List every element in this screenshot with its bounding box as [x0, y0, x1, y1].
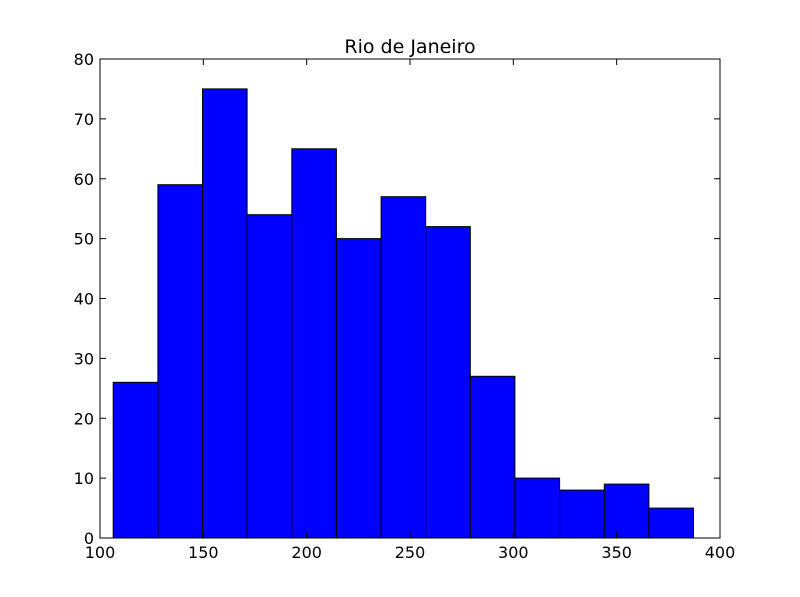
histogram-bar-12	[648, 507, 695, 539]
y-tick-label: 80	[74, 50, 94, 69]
histogram-bar-5	[335, 238, 382, 539]
x-tick-label: 400	[705, 543, 736, 562]
histogram-bar-0	[112, 381, 159, 539]
y-tick-label: 60	[74, 170, 94, 189]
histogram-bar-2	[202, 88, 248, 539]
x-tick-label: 300	[498, 543, 529, 562]
histogram-bar-11	[603, 483, 650, 539]
x-tick-label: 100	[85, 543, 116, 562]
plot-frame	[99, 58, 721, 539]
histogram-bar-3	[246, 214, 293, 539]
histogram-bar-4	[291, 148, 337, 539]
y-tick-label: 50	[74, 230, 94, 249]
histogram-bar-6	[380, 196, 427, 539]
histogram-bar-7	[425, 226, 471, 539]
y-tick-label: 0	[84, 529, 94, 548]
x-tick-label: 200	[291, 543, 322, 562]
x-tick-label: 350	[601, 543, 632, 562]
histogram-bar-9	[514, 477, 561, 539]
ticks-group: 100 150 200 250 300 350 400 0 10 20 30 40 50 60 70 80	[74, 50, 736, 562]
x-tick-label: 250	[395, 543, 426, 562]
y-tick-label: 10	[74, 469, 94, 488]
histogram-bar-10	[559, 489, 605, 539]
y-tick-label: 40	[74, 290, 94, 309]
bars-group	[112, 88, 695, 539]
histogram-bar-1	[157, 184, 203, 539]
chart-title: Rio de Janeiro	[344, 36, 475, 58]
y-tick-label: 20	[74, 409, 94, 428]
y-tick-label: 70	[74, 110, 94, 129]
histogram-bar-8	[469, 375, 516, 539]
x-tick-label: 150	[188, 543, 219, 562]
y-tick-label: 30	[74, 349, 94, 368]
